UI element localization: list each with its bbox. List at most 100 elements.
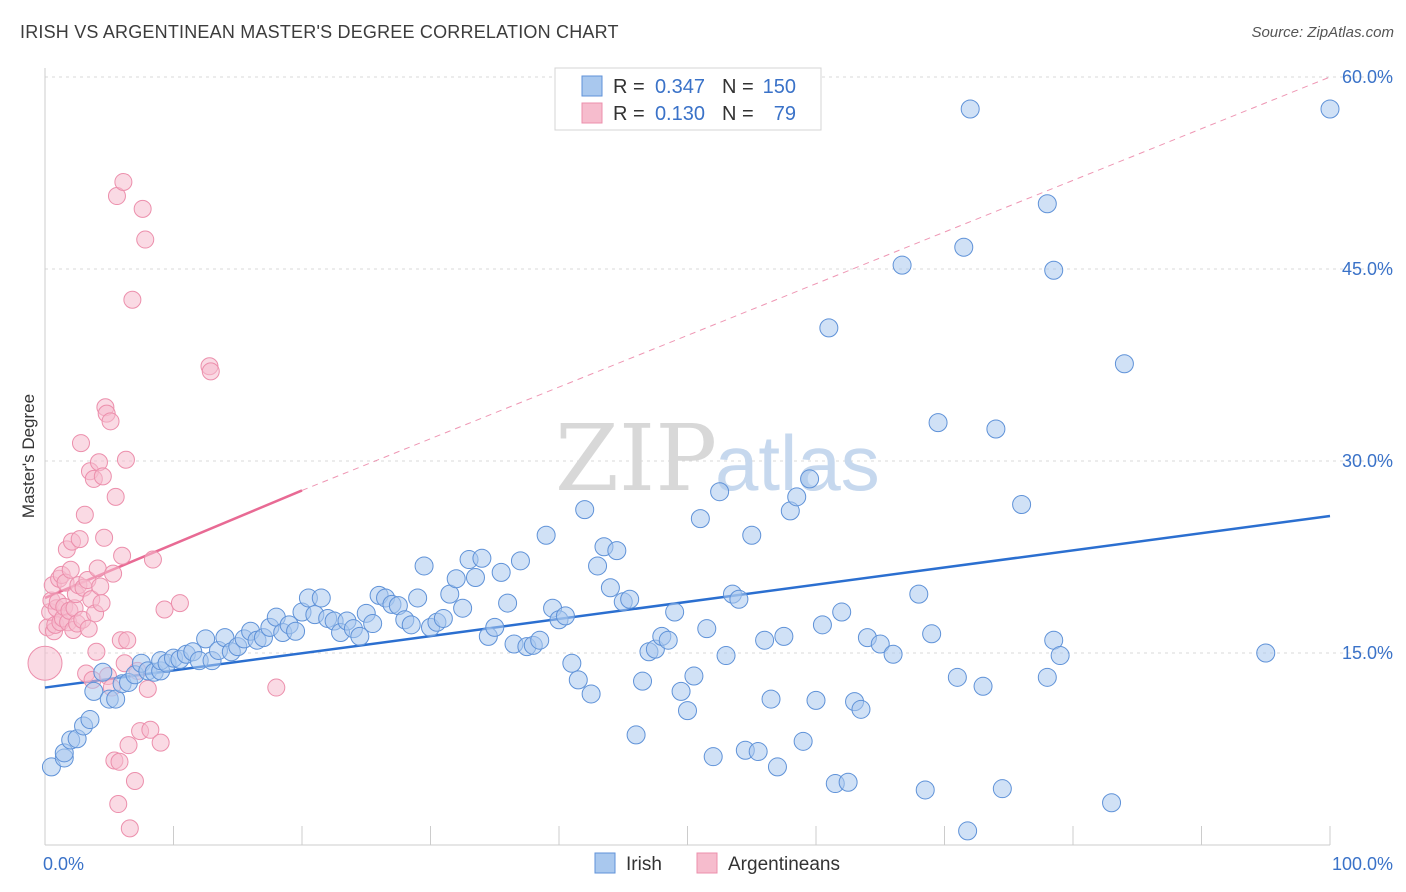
irish-point: [793, 731, 813, 751]
x-tick-label-1: 100.0%: [1332, 854, 1393, 874]
argentineans-point: [118, 631, 137, 650]
irish-point: [767, 757, 787, 777]
y-tick-label-3: 60.0%: [1342, 67, 1393, 87]
legend-r-label-irish: R =: [613, 76, 645, 98]
argentineans-point: [114, 172, 133, 191]
argentineans-point: [116, 450, 135, 469]
irish-point: [84, 681, 104, 701]
irish-point: [958, 821, 978, 841]
argentineans-point: [91, 577, 110, 596]
argentineans-point: [27, 645, 63, 681]
irish-point: [472, 548, 492, 568]
argentineans-point: [104, 564, 123, 583]
irish-point: [761, 689, 781, 709]
argentineans-point: [267, 678, 286, 697]
argentineans-point: [88, 559, 107, 578]
irish-point: [658, 630, 678, 650]
argentineans-point: [120, 819, 139, 838]
irish-regression-line: [44, 514, 1331, 689]
argentineans-point: [143, 550, 162, 569]
irish-point: [973, 676, 993, 696]
argentineans-point: [61, 560, 80, 579]
argentineans-point: [101, 412, 120, 431]
argentineans-point: [71, 434, 90, 453]
irish-point: [1037, 667, 1057, 687]
irish-point: [433, 608, 453, 628]
tick-labels: 15.0% 30.0% 45.0% 60.0% 0.0% 100.0%: [43, 67, 1393, 874]
irish-point: [311, 588, 331, 608]
irish-point: [742, 525, 762, 545]
irish-point: [401, 615, 421, 635]
irish-point: [408, 588, 428, 608]
irish-point: [510, 551, 530, 571]
argentineans-point: [123, 290, 142, 309]
legend-r-value-argentineans: 0.130: [655, 103, 705, 125]
argentineans-point: [93, 467, 112, 486]
argentineans-point: [170, 594, 189, 613]
legend-n-label-irish: N =: [722, 76, 754, 98]
irish-point: [1044, 260, 1064, 280]
irish-point: [665, 602, 685, 622]
irish-point: [806, 690, 826, 710]
argentineans-point: [125, 772, 144, 790]
legend-swatch-irish: [581, 75, 603, 97]
x-tick-label-0: 0.0%: [43, 854, 84, 874]
irish-point: [1114, 354, 1134, 374]
irish-point: [363, 614, 383, 634]
irish-point: [986, 419, 1006, 439]
irish-point: [922, 624, 942, 644]
irish-point: [710, 482, 730, 502]
legend-n-value-irish: 150: [763, 76, 796, 98]
irish-point: [633, 671, 653, 691]
argentineans-point: [136, 230, 155, 249]
irish-point: [703, 747, 723, 767]
argentineans-point: [119, 736, 138, 755]
irish-point: [883, 644, 903, 664]
irish-point: [588, 556, 608, 576]
irish-point: [671, 681, 691, 701]
regression-lines: [44, 76, 1331, 689]
irish-point: [530, 630, 550, 650]
watermark-zip: ZIP: [555, 405, 717, 512]
irish-point: [1050, 646, 1070, 666]
y-tick-label-0: 15.0%: [1342, 643, 1393, 663]
irish-point: [909, 584, 929, 604]
series-legend: Irish Argentineans: [594, 852, 840, 875]
chart-title: IRISH VS ARGENTINEAN MASTER'S DEGREE COR…: [20, 22, 619, 42]
irish-point: [1012, 495, 1032, 515]
irish-point: [851, 699, 871, 719]
argentineans-point: [70, 530, 89, 549]
irish-point: [562, 653, 582, 673]
legend-swatch-argentineans: [581, 102, 603, 124]
irish-point: [832, 602, 852, 622]
irish-point: [196, 629, 216, 649]
irish-point: [870, 634, 890, 654]
y-tick-label-2: 45.0%: [1342, 259, 1393, 279]
source-label: Source: ZipAtlas.com: [1251, 24, 1394, 41]
irish-point: [607, 541, 627, 561]
legend-n-label-argentineans: N =: [722, 103, 754, 125]
bottom-legend-swatch-irish: [594, 852, 616, 874]
argentineans-point: [138, 679, 157, 698]
irish-point: [620, 589, 640, 609]
irish-point: [729, 589, 749, 609]
irish-point: [536, 525, 556, 545]
irish-point: [581, 684, 601, 704]
irish-point: [992, 779, 1012, 799]
argentineans-point: [109, 795, 128, 814]
irish-point: [626, 725, 646, 745]
irish-point: [286, 621, 306, 641]
irish-point: [1102, 793, 1122, 813]
argentineans-point: [201, 362, 220, 381]
irish-point: [575, 500, 595, 520]
irish-points: [41, 99, 1340, 841]
bottom-legend-swatch-argentineans: [696, 852, 718, 874]
irish-point: [568, 670, 588, 690]
irish-point: [1037, 194, 1057, 214]
bottom-legend-label-irish: Irish: [626, 854, 662, 875]
irish-point: [787, 487, 807, 507]
irish-point: [1320, 99, 1340, 119]
irish-point: [838, 772, 858, 792]
irish-point: [960, 99, 980, 119]
irish-point: [678, 701, 697, 721]
